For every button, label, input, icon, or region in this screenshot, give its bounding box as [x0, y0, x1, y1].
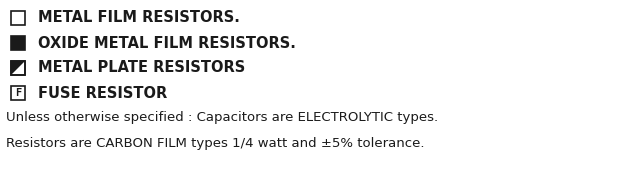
Polygon shape — [11, 61, 25, 75]
Bar — [11, 61, 25, 75]
Text: Unless otherwise specified : Capacitors are ELECTROLYTIC types.: Unless otherwise specified : Capacitors … — [6, 111, 438, 124]
Text: METAL PLATE RESISTORS: METAL PLATE RESISTORS — [38, 61, 245, 75]
Text: METAL FILM RESISTORS.: METAL FILM RESISTORS. — [38, 10, 240, 26]
Text: FUSE RESISTOR: FUSE RESISTOR — [38, 86, 167, 100]
Bar — [11, 86, 25, 100]
Text: Resistors are CARBON FILM types 1/4 watt and ±5% tolerance.: Resistors are CARBON FILM types 1/4 watt… — [6, 136, 424, 149]
Text: OXIDE METAL FILM RESISTORS.: OXIDE METAL FILM RESISTORS. — [38, 36, 296, 51]
Bar — [11, 11, 25, 25]
Bar — [11, 61, 25, 75]
Bar — [11, 36, 25, 50]
Text: F: F — [15, 88, 21, 98]
